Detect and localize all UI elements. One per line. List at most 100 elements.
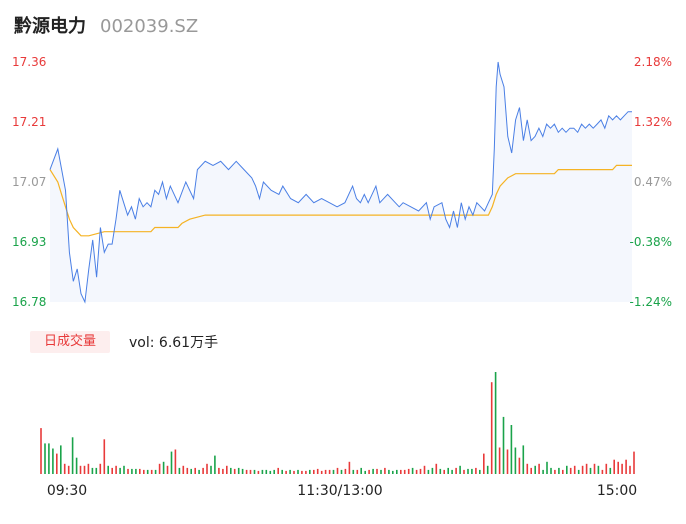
volume-bar [301,470,303,474]
volume-bar [265,469,268,474]
volume-bar [431,467,434,474]
volume-bar [471,468,473,474]
volume-bar [380,469,382,474]
volume-bar [277,467,279,474]
volume-bar [154,469,157,474]
volume-bar [490,382,493,474]
volume-bar [546,461,548,474]
volume-bar [633,451,635,474]
volume-bar [613,459,615,474]
volume-bar [605,463,608,474]
volume-bar [313,469,315,474]
volume-bar [483,453,485,474]
volume-bar [542,469,544,474]
percent-tick-label: 2.18% [634,55,672,69]
volume-bar [514,447,517,474]
volume-bar [585,463,588,474]
volume-bar [609,467,612,474]
volume-bar [435,463,438,474]
volume-bar [150,469,153,474]
volume-bar [99,463,102,474]
volume-bar [107,465,109,474]
volume-bar [320,470,323,474]
volume-bar [455,467,457,474]
price-tick-label: 17.21 [12,115,46,129]
volume-bar [348,461,351,474]
volume-bar [475,467,477,474]
volume-bar [403,469,406,474]
percent-tick-label: 1.32% [634,115,672,129]
volume-bar [518,457,521,474]
volume-bar [233,468,236,474]
volume-label: 日成交量 [30,331,110,353]
volume-bar [190,468,192,474]
volume-bar [257,470,260,474]
volume-bar [119,467,121,474]
volume-bar [71,437,74,474]
volume-bar [75,457,78,474]
volume-bar [534,465,536,474]
volume-bar [498,447,501,474]
volume-bar [194,467,196,474]
percent-tick-label: 0.47% [634,175,672,189]
volume-bar [87,463,90,474]
volume-bar [593,463,596,474]
volume-bar [415,469,418,474]
volume-bar [186,467,189,474]
volume-value: vol: 6.61万手 [129,335,219,351]
volume-bar [218,467,220,474]
volume-bar [206,463,208,474]
volume-bar [530,467,532,474]
volume-bar [289,469,291,474]
volume-bar [562,469,564,474]
volume-bar [388,469,390,474]
time-axis-label: 11:30/13:00 [297,483,382,499]
volume-bar [44,443,46,474]
volume-bar [198,469,200,474]
volume-bar [158,463,161,474]
volume-bar [182,465,185,474]
volume-bar [360,467,362,474]
volume-bar [396,469,398,474]
volume-bar [479,469,481,474]
volume-bar [162,461,165,474]
volume-bar [230,467,232,474]
stock-code: 002039.SZ [100,16,199,37]
volume-bar [261,469,264,474]
volume-bar [63,463,66,474]
volume-bar [170,451,173,474]
volume-bar [316,468,319,474]
volume-bar [352,469,355,474]
volume-bar [340,469,343,474]
volume-bar [392,470,394,474]
volume-bar [625,459,627,474]
volume-bar [427,469,430,474]
volume-bar [139,468,141,474]
volume-bar [569,467,572,474]
volume-bar [253,469,256,474]
volume-bar [48,443,50,474]
volume-bar [411,467,414,474]
volume-bar [502,416,505,474]
volume-bar [384,467,386,474]
volume-bar [621,463,623,474]
volume-bar [419,468,422,474]
volume-bar [95,467,98,474]
volume-bar [210,465,212,474]
volume-bar [550,467,552,474]
volume-bar [597,465,600,474]
volume-bar [617,461,619,474]
volume-bar [486,465,489,474]
time-axis-label: 15:00 [597,483,637,499]
volume-bar [344,468,347,474]
volume-bar [364,470,366,474]
volume-bar [123,465,125,474]
volume-bar [368,469,370,474]
volume-bar [174,449,177,474]
volume-bar [577,469,580,474]
stock-header: 黔源电力 002039.SZ [14,12,198,40]
volume-bar [459,465,461,474]
price-tick-label: 17.36 [12,55,46,69]
volume-bar [214,455,216,474]
